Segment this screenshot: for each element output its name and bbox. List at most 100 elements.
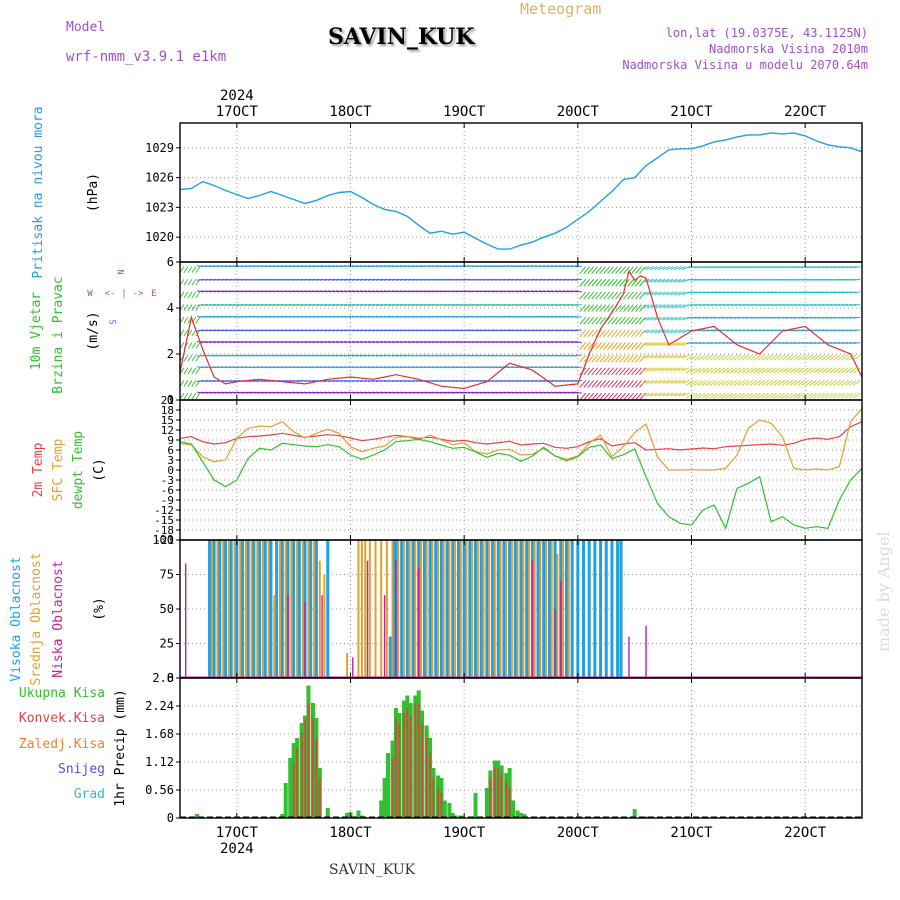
wind-barb (721, 367, 730, 374)
wind-barb (793, 304, 801, 307)
wind-barb (745, 278, 753, 281)
wind-barb (519, 391, 527, 394)
wind-barb (491, 265, 499, 268)
wind-barb (403, 341, 411, 343)
wind-barb (566, 304, 574, 307)
wind-barb (777, 304, 785, 307)
wind-barb (519, 379, 527, 382)
wind-barb (706, 342, 714, 344)
wind-barb (817, 354, 825, 361)
wind-barb (721, 278, 730, 281)
wind-barb (252, 278, 260, 281)
precip-legend-4: Grad (74, 787, 105, 802)
convective-rain-bar (292, 763, 295, 818)
total-rain-bar (447, 803, 452, 818)
precip-legend-3: Snijeg (58, 762, 105, 777)
wind-barb (431, 315, 439, 318)
high-cloud-bar (314, 540, 318, 678)
wind-barb (276, 265, 284, 268)
wind-barb (200, 341, 208, 343)
wind-barb (252, 391, 260, 394)
wind-barb (631, 291, 638, 300)
mid-cloud-bar (516, 540, 519, 678)
wind-barb (308, 304, 316, 307)
wind-barb (383, 366, 391, 369)
wind-barb (471, 379, 479, 382)
y-tick-label: 2.24 (145, 699, 174, 713)
wind-barb (363, 354, 372, 357)
y-tick-label: 1029 (145, 141, 174, 155)
wind-barb (662, 354, 670, 359)
wind-barb (292, 304, 300, 307)
wind-barb (347, 354, 356, 357)
wind-barb (646, 392, 654, 397)
wind-barb (228, 366, 236, 369)
wind-barb (631, 392, 638, 400)
wind-barb (769, 354, 778, 361)
y-tick-label: 6 (167, 255, 174, 269)
wind-barb (538, 366, 547, 369)
wind-barb (599, 342, 607, 350)
wind-barb (678, 342, 686, 346)
wind-barb (757, 304, 765, 307)
wind-barb (427, 265, 435, 268)
wind-barb (583, 266, 591, 274)
wind-barb (236, 354, 244, 357)
wind-barb (507, 315, 515, 318)
wind-barb (419, 304, 427, 307)
wind-barb (308, 341, 316, 343)
wind-barb (280, 278, 288, 281)
low-cloud-bar (560, 581, 562, 678)
wind-barb (395, 354, 403, 357)
total-rain-bar (484, 788, 489, 818)
wind-barb (797, 316, 805, 319)
wind-barb (196, 391, 204, 394)
y-tick-label: 1020 (145, 230, 174, 244)
wind-barb (367, 341, 376, 343)
wind-barb (749, 316, 757, 319)
wind-barb (753, 291, 761, 294)
wind-barb (642, 367, 650, 372)
wind-barb (627, 291, 634, 300)
wind-barb (721, 354, 730, 361)
wind-barb (220, 354, 228, 357)
wind-barb (391, 290, 399, 293)
mid-cloud-bar (402, 540, 405, 678)
wind-barb (463, 290, 471, 293)
wind-barb (785, 266, 793, 269)
wind-barb (316, 315, 324, 318)
wind-barb (650, 367, 658, 372)
wind-barb (805, 342, 813, 344)
wind-barb (773, 278, 781, 281)
wind-barb (483, 391, 491, 394)
wind-barb (300, 329, 308, 332)
wind-barb (694, 342, 702, 344)
x-tick-label-top: 21OCT (670, 104, 713, 120)
wind-barb (639, 342, 646, 350)
wind-barb (447, 341, 455, 343)
wind-barb (375, 290, 383, 293)
wind-barb (615, 354, 622, 363)
wind-barb (574, 290, 582, 293)
wind-barb (658, 392, 666, 397)
wind-barb (670, 367, 678, 372)
wind-barb (623, 329, 630, 338)
wind-barb (689, 380, 698, 386)
wind-barb (717, 380, 726, 386)
wind-barb (391, 391, 399, 394)
convective-rain-bar (311, 718, 314, 818)
high-cloud-bar (235, 540, 239, 678)
wind-barb (666, 278, 674, 283)
wind-barb (220, 304, 228, 307)
wind-barb (208, 290, 216, 293)
mid-cloud-bar (346, 653, 349, 678)
x-tick-label-bottom: 20OCT (557, 825, 600, 841)
wind-barb (670, 316, 678, 321)
wind-barb (439, 366, 447, 369)
wind-barb (849, 266, 857, 269)
wind-barb (566, 341, 574, 343)
wind-barb (797, 278, 805, 281)
wind-barb (224, 379, 232, 382)
wind-barb (264, 354, 272, 357)
wind-barb (447, 315, 455, 318)
